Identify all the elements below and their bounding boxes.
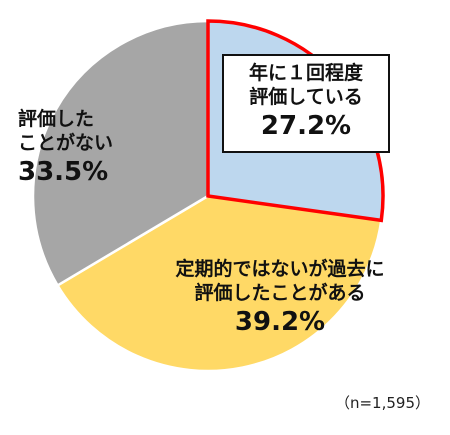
- slice-name-line: 年に１回程度: [248, 62, 363, 84]
- slice-name-line: 評価している: [249, 85, 363, 108]
- slice-name-line: 定期的ではないが過去に: [175, 258, 385, 280]
- pie-slices: [31, 19, 385, 373]
- slice-label-annual: 年に１回程度 評価している 27.2%: [222, 54, 390, 154]
- slice-label-never: 評価した ことがない 33.5%: [18, 108, 148, 189]
- slice-value-label: 33.5%: [18, 156, 109, 187]
- slice-name-line: ことがない: [18, 131, 114, 154]
- sample-size-note: （n=1,595）: [334, 394, 430, 412]
- pie-slice-never: [31, 19, 210, 287]
- slice-value-label: 39.2%: [234, 306, 326, 337]
- slice-name-line: 評価したことがある: [194, 281, 366, 304]
- slice-value-label: 27.2%: [260, 110, 352, 141]
- slice-label-past: 定期的ではないが過去に 評価したことがある 39.2%: [140, 258, 420, 339]
- slice-name-line: 評価した: [18, 108, 95, 130]
- pie-slice-past: [56, 194, 383, 373]
